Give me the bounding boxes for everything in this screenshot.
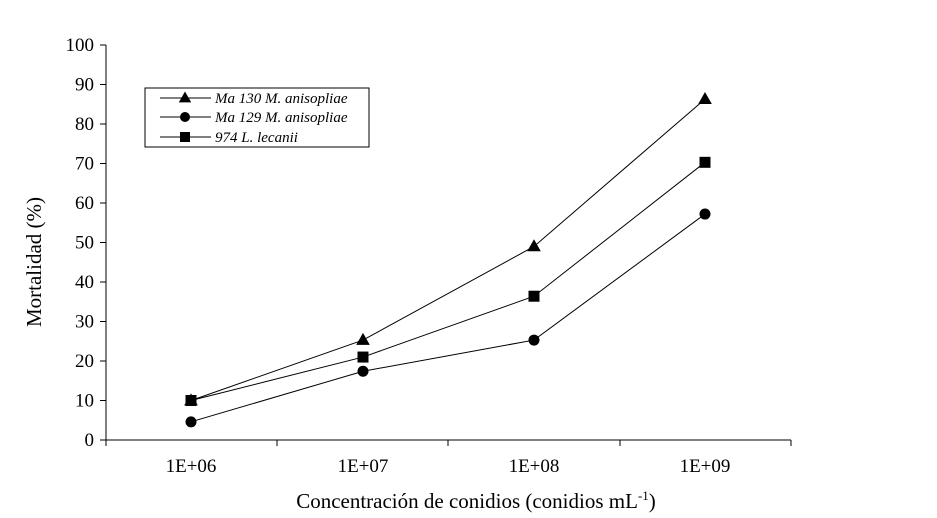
x-axis-title: Concentración de conidios (conidios mL-1…	[296, 488, 656, 513]
data-point	[698, 91, 712, 104]
y-tick-label: 20	[75, 351, 94, 372]
legend-label: 974 L. lecanii	[215, 130, 298, 146]
x-tick-label: 1E+07	[338, 456, 389, 477]
data-point	[528, 334, 540, 346]
legend-marker	[180, 132, 190, 142]
legend-marker	[178, 91, 192, 103]
data-point	[185, 395, 197, 406]
y-tick-label: 50	[75, 233, 94, 254]
series-layer	[184, 91, 712, 428]
x-tick-label: 1E+09	[680, 456, 731, 477]
y-tick-label: 70	[75, 154, 94, 175]
legend: Ma 130 M. anisopliae Ma 129 M. anisopliae…	[144, 87, 370, 148]
data-point	[356, 332, 370, 345]
y-tick-label: 80	[75, 114, 94, 135]
x-axis-title-superscript: -1	[638, 488, 649, 503]
data-point	[185, 416, 197, 428]
series-line	[190, 161, 706, 401]
y-tick-label: 100	[66, 35, 95, 56]
data-point	[357, 365, 369, 377]
x-tick-label: 1E+06	[166, 456, 217, 477]
data-point	[699, 208, 711, 220]
x-axis-title-close: )	[649, 489, 656, 513]
legend-entry: Ma 129 M. anisopliae	[160, 110, 348, 126]
legend-entry: Ma 130 M. anisopliae	[160, 91, 348, 107]
x-ticks: 1E+06 1E+07 1E+08 1E+09	[105, 440, 792, 477]
legend-label: Ma 130 M. anisopliae	[214, 91, 348, 107]
y-tick-label: 40	[75, 272, 94, 293]
data-point	[528, 290, 540, 302]
series-line	[190, 98, 706, 401]
series-square	[185, 156, 711, 406]
y-tick-label: 10	[75, 391, 94, 412]
x-tick-label: 1E+08	[509, 456, 560, 477]
y-axis-title: Mortalidad (%)	[22, 197, 46, 327]
x-axis-title-main: Concentración de conidios (conidios mL	[296, 489, 638, 513]
legend-entry: 974 L. lecanii	[160, 130, 298, 146]
y-tick-label: 90	[75, 75, 94, 96]
series-circle	[185, 208, 711, 428]
y-tick-label: 30	[75, 312, 94, 333]
data-point	[527, 239, 541, 252]
legend-marker	[180, 112, 190, 122]
y-tick-label: 0	[85, 430, 95, 451]
series-line	[190, 213, 706, 423]
y-tick-label: 60	[75, 193, 94, 214]
legend-label: Ma 129 M. anisopliae	[214, 110, 348, 126]
data-point	[699, 156, 711, 168]
y-ticks: 0 10 20 30 40 50 60 70 80 90 100	[66, 35, 106, 451]
data-point	[357, 351, 369, 363]
